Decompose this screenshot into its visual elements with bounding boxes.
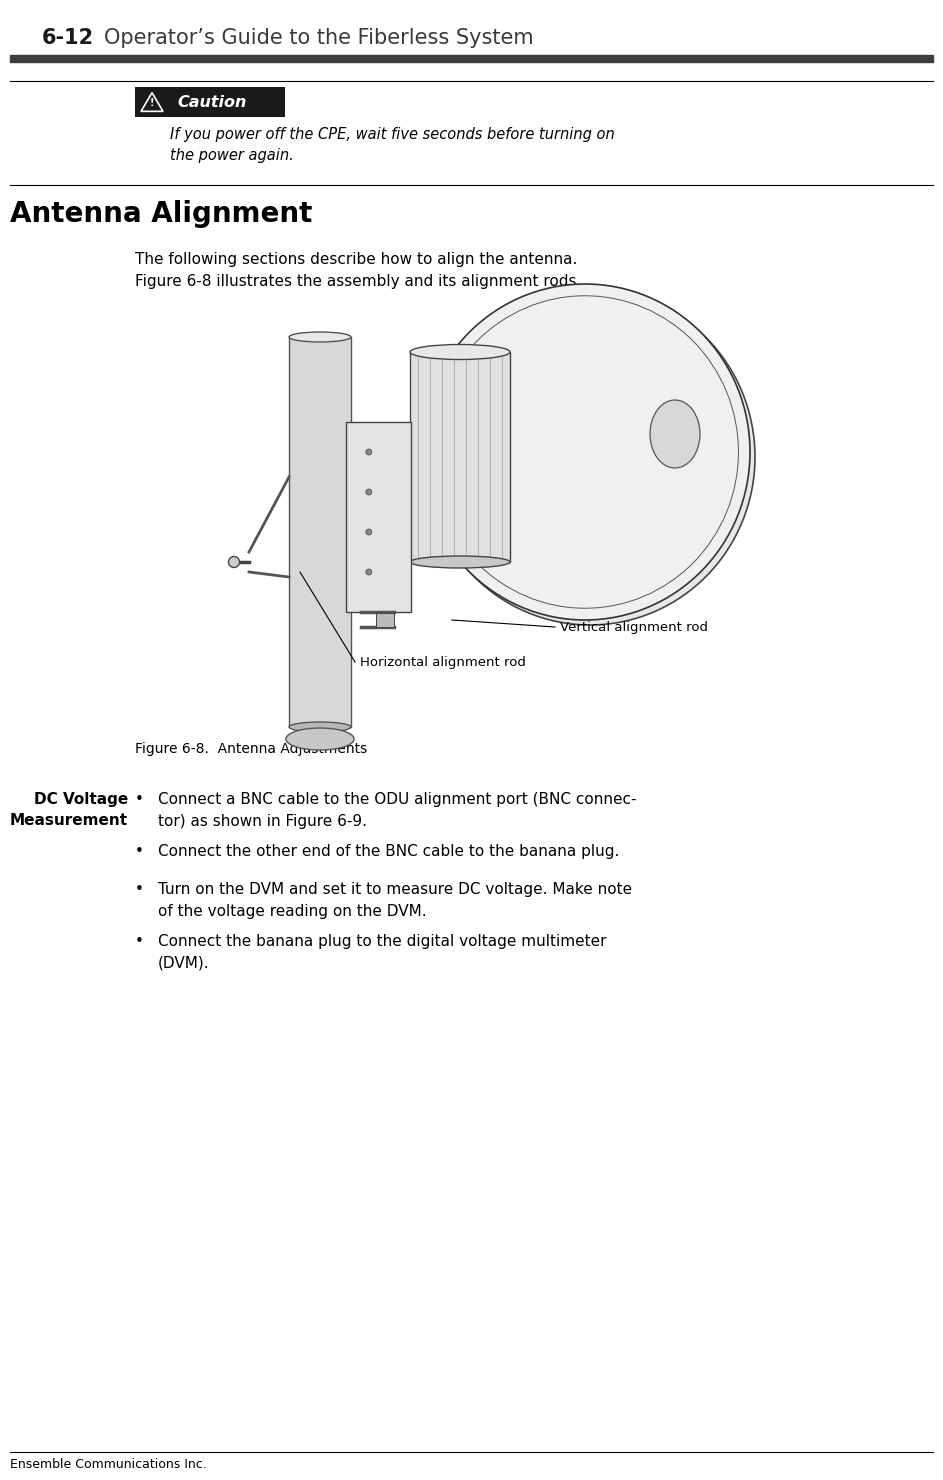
- Bar: [10, 55, 933, 62]
- Ellipse shape: [289, 722, 351, 733]
- Text: Connect a BNC cable to the ODU alignment port (BNC connec-
tor) as shown in Figu: Connect a BNC cable to the ODU alignment…: [158, 792, 637, 829]
- Circle shape: [366, 528, 372, 534]
- Bar: [410, 352, 510, 562]
- Text: •: •: [135, 882, 144, 897]
- Ellipse shape: [289, 332, 351, 342]
- Text: Connect the other end of the BNC cable to the banana plug.: Connect the other end of the BNC cable t…: [158, 844, 620, 858]
- Text: •: •: [135, 934, 144, 949]
- Bar: [376, 613, 394, 628]
- Text: !: !: [150, 98, 155, 108]
- Circle shape: [366, 448, 372, 454]
- Bar: [346, 422, 411, 613]
- Text: Caution: Caution: [177, 95, 246, 110]
- Ellipse shape: [410, 556, 510, 568]
- Bar: [289, 337, 351, 727]
- Ellipse shape: [420, 284, 750, 620]
- Text: Ensemble Communications Inc.: Ensemble Communications Inc.: [10, 1458, 207, 1471]
- Text: Turn on the DVM and set it to measure DC voltage. Make note
of the voltage readi: Turn on the DVM and set it to measure DC…: [158, 882, 632, 919]
- Ellipse shape: [410, 345, 510, 360]
- Circle shape: [228, 556, 240, 567]
- Ellipse shape: [425, 289, 755, 625]
- Ellipse shape: [650, 400, 700, 468]
- Bar: [135, 87, 285, 117]
- Text: Horizontal alignment rod: Horizontal alignment rod: [360, 656, 526, 669]
- Text: •: •: [135, 844, 144, 858]
- Text: Operator’s Guide to the Fiberless System: Operator’s Guide to the Fiberless System: [104, 28, 534, 47]
- Text: •: •: [135, 792, 144, 807]
- Text: If you power off the CPE, wait five seconds before turning on
the power again.: If you power off the CPE, wait five seco…: [170, 127, 615, 163]
- Circle shape: [366, 488, 372, 494]
- Text: 6-12: 6-12: [42, 28, 94, 47]
- Text: Figure 6-8.  Antenna Adjustments: Figure 6-8. Antenna Adjustments: [135, 741, 367, 756]
- Ellipse shape: [286, 728, 355, 750]
- Circle shape: [366, 568, 372, 576]
- Text: Vertical alignment rod: Vertical alignment rod: [560, 620, 708, 633]
- Text: Antenna Alignment: Antenna Alignment: [10, 200, 312, 228]
- Text: DC Voltage
Measurement: DC Voltage Measurement: [9, 792, 128, 827]
- Text: Connect the banana plug to the digital voltage multimeter
(DVM).: Connect the banana plug to the digital v…: [158, 934, 606, 971]
- Text: The following sections describe how to align the antenna.
Figure 6-8 illustrates: The following sections describe how to a…: [135, 252, 582, 289]
